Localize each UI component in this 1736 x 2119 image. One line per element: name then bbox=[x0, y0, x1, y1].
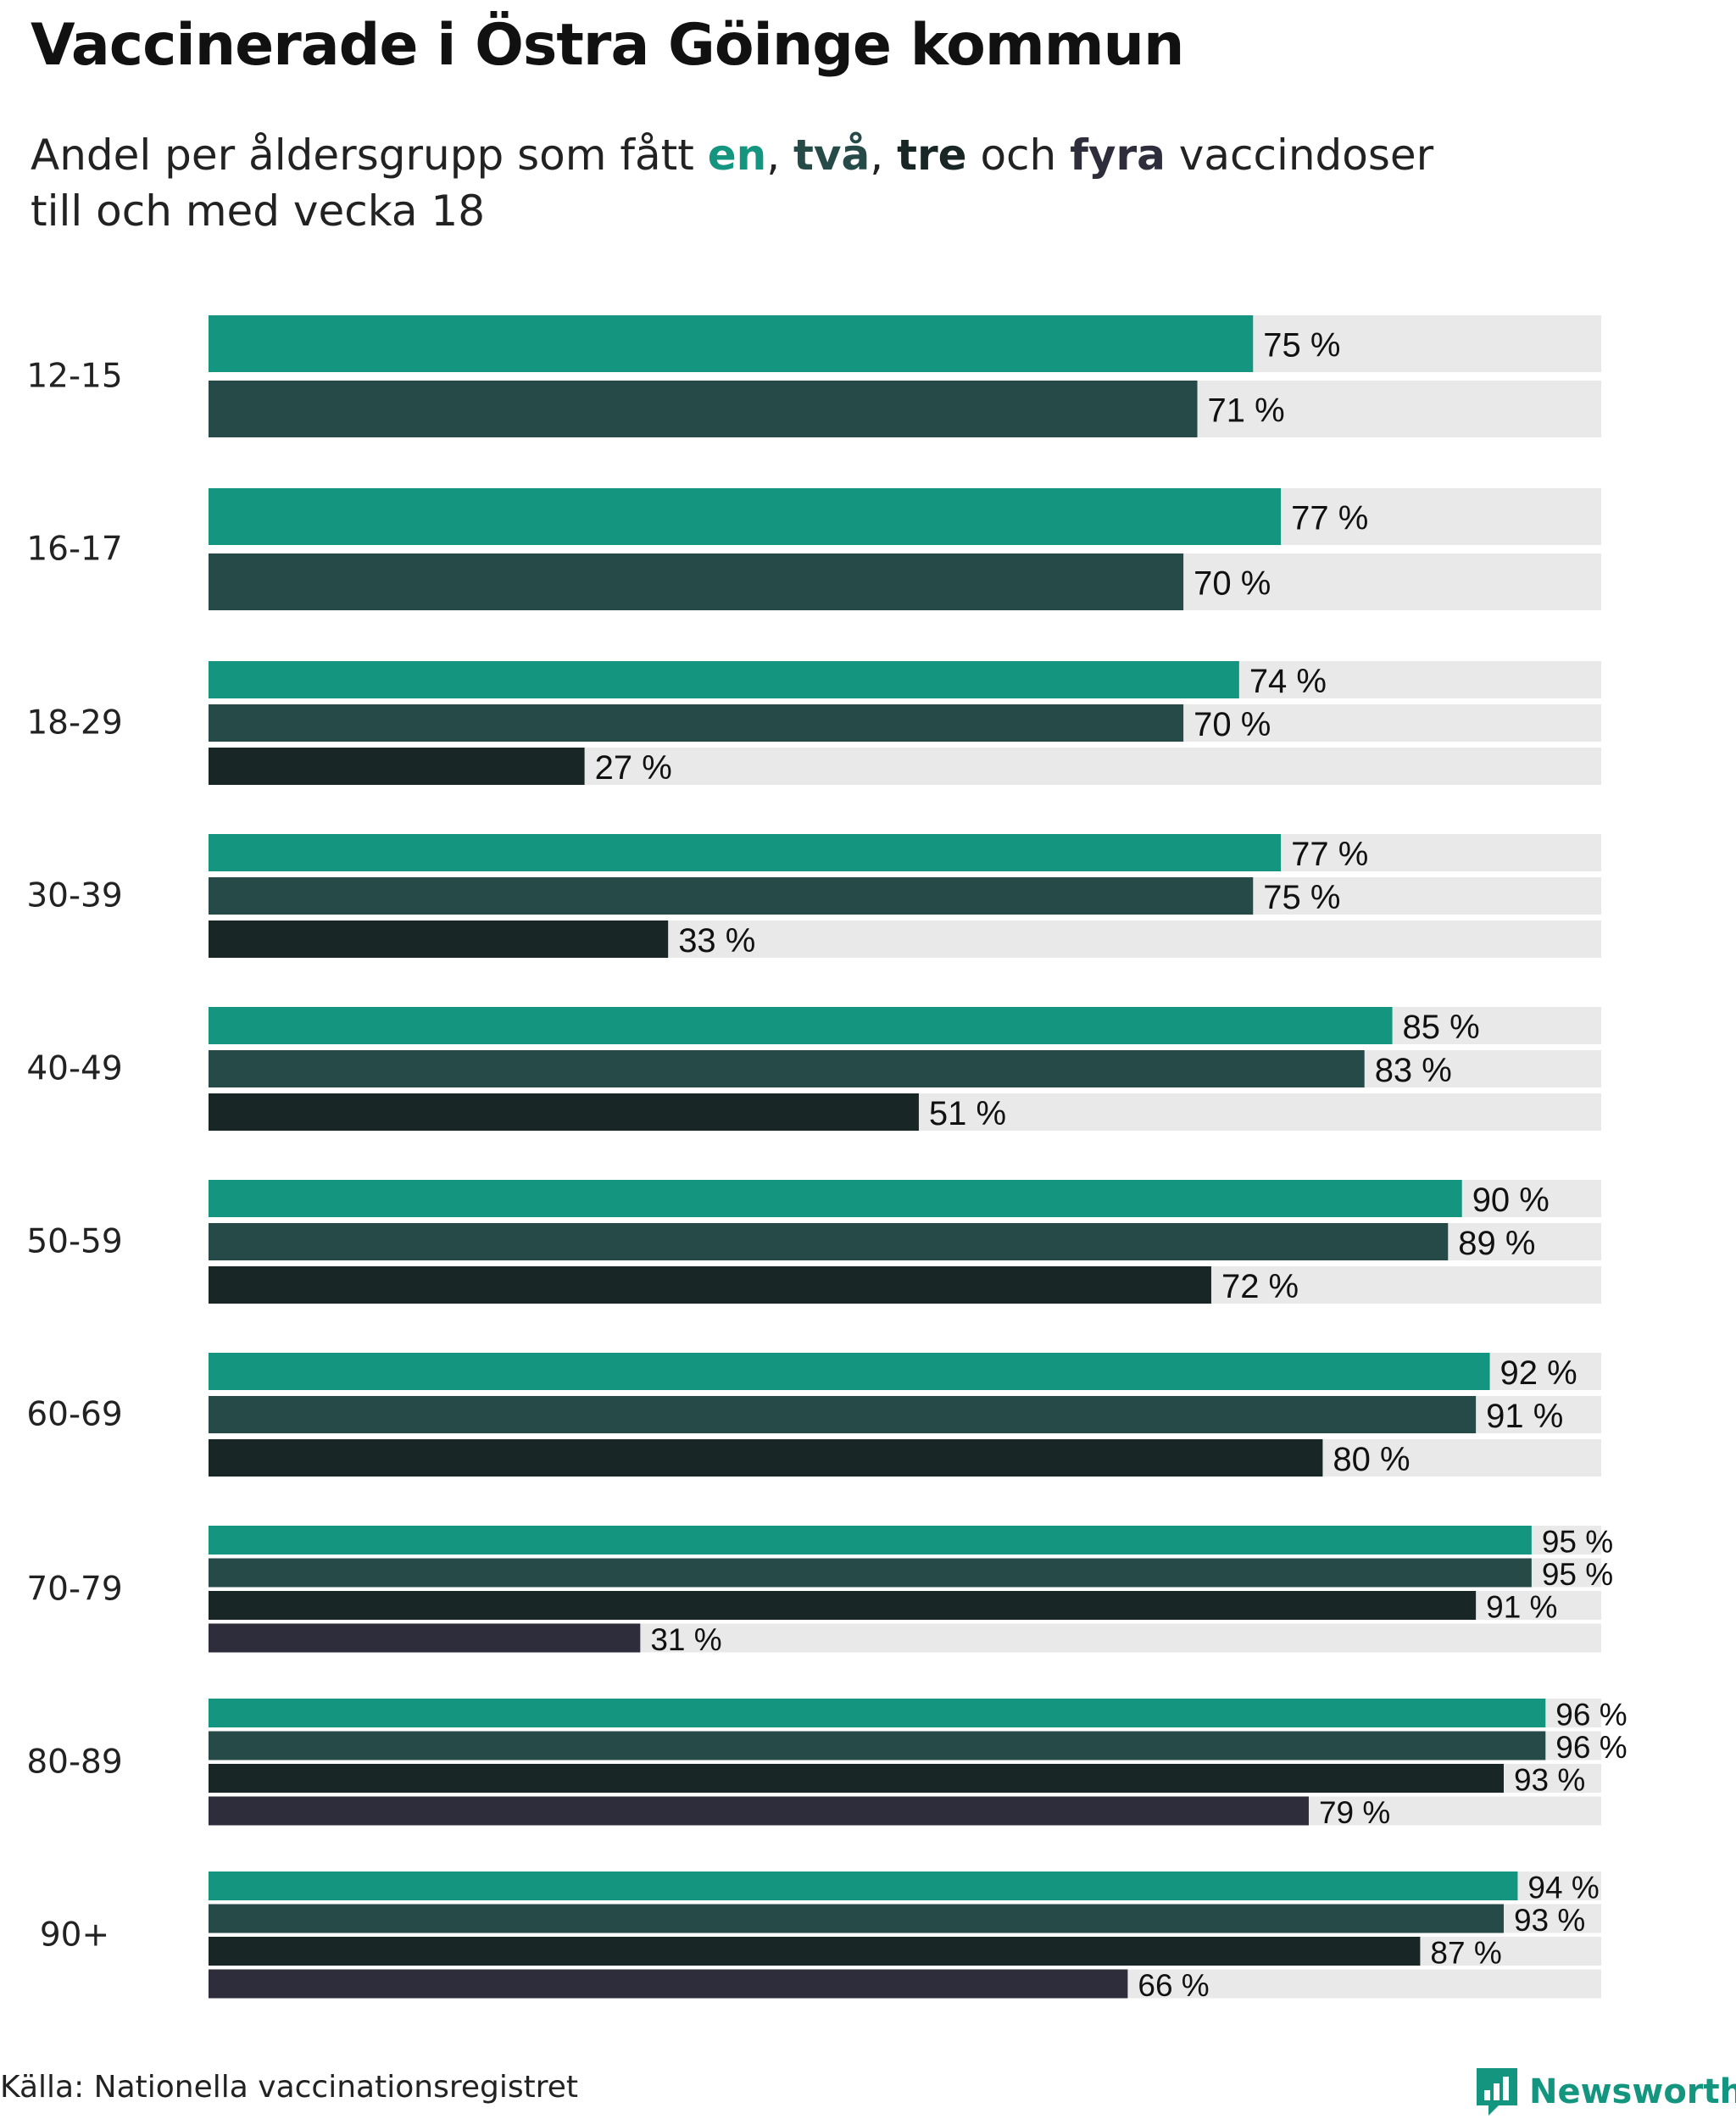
bar-group-50-59: 50-59 90 % 89 % 72 % bbox=[26, 1180, 1601, 1305]
bar-fyra bbox=[209, 1796, 1309, 1826]
bar-tre bbox=[209, 1764, 1504, 1793]
legend-dose-3: tre bbox=[897, 131, 967, 180]
value-label: 85 % bbox=[1403, 1009, 1480, 1046]
bar-två bbox=[209, 381, 1198, 437]
subtitle-mid: och bbox=[966, 131, 1071, 180]
bar-två bbox=[209, 704, 1184, 742]
value-label: 75 % bbox=[1263, 327, 1340, 364]
bar-tre bbox=[209, 748, 585, 785]
bar-group-30-39: 30-39 77 % 75 % 33 % bbox=[26, 834, 1601, 959]
value-label: 33 % bbox=[678, 922, 755, 959]
value-label: 87 % bbox=[1430, 1936, 1501, 1971]
value-label: 70 % bbox=[1194, 706, 1271, 743]
bar-tre bbox=[209, 920, 669, 958]
value-label: 75 % bbox=[1263, 879, 1340, 916]
category-label: 60-69 bbox=[26, 1396, 122, 1434]
bar-group-18-29: 18-29 74 % 70 % 27 % bbox=[26, 661, 1601, 787]
category-label: 18-29 bbox=[26, 704, 122, 742]
bar-tre bbox=[209, 1439, 1323, 1477]
bar-två bbox=[209, 1223, 1449, 1260]
value-label: 83 % bbox=[1375, 1052, 1452, 1089]
bar-två bbox=[209, 1396, 1477, 1433]
newsworthy-logo-icon bbox=[1477, 2068, 1517, 2116]
value-label: 93 % bbox=[1514, 1903, 1585, 1938]
bar-group-60-69: 60-69 92 % 91 % 80 % bbox=[26, 1353, 1601, 1478]
legend-dose-4: fyra bbox=[1070, 131, 1166, 180]
bar-tre bbox=[209, 1591, 1477, 1620]
bar-group-16-17: 16-17 77 % 70 % bbox=[26, 488, 1601, 610]
bar-tre bbox=[209, 1266, 1211, 1304]
bar-group-40-49: 40-49 85 % 83 % 51 % bbox=[26, 1007, 1601, 1132]
bar-två bbox=[209, 553, 1184, 610]
value-label: 79 % bbox=[1319, 1795, 1390, 1830]
bar-en bbox=[209, 1526, 1532, 1554]
bar-fyra bbox=[209, 1623, 641, 1653]
value-label: 91 % bbox=[1486, 1590, 1557, 1625]
category-label: 30-39 bbox=[26, 877, 122, 915]
bar-två bbox=[209, 1050, 1365, 1087]
category-label: 16-17 bbox=[26, 531, 122, 569]
bar-två bbox=[209, 1558, 1532, 1588]
subtitle-suffix: vaccindoser bbox=[1165, 131, 1434, 180]
category-label: 50-59 bbox=[26, 1223, 122, 1261]
value-label: 96 % bbox=[1555, 1730, 1627, 1765]
bar-en bbox=[209, 488, 1282, 545]
value-label: 77 % bbox=[1291, 836, 1368, 873]
legend-dose-2: två bbox=[793, 131, 871, 180]
brand-logo: Newsworthy bbox=[1477, 2065, 1736, 2119]
value-label: 89 % bbox=[1458, 1225, 1535, 1262]
value-label: 91 % bbox=[1486, 1398, 1563, 1435]
legend-dose-1: en bbox=[707, 131, 767, 180]
value-label: 77 % bbox=[1291, 500, 1368, 537]
bar-group-90+: 90+ 94 %93 % 87 % 66 % bbox=[40, 1871, 1601, 2003]
subtitle-sep-1: , bbox=[766, 131, 794, 180]
value-label: 90 % bbox=[1472, 1182, 1550, 1219]
subtitle-prefix: Andel per åldersgrupp som fått bbox=[31, 131, 708, 180]
bar-fyra bbox=[209, 1969, 1128, 1999]
category-label: 40-49 bbox=[26, 1050, 122, 1088]
value-label: 31 % bbox=[650, 1622, 721, 1657]
bar-en bbox=[209, 1872, 1518, 1900]
value-label: 95 % bbox=[1542, 1525, 1613, 1560]
subtitle-sep-2: , bbox=[870, 131, 898, 180]
bar-tre bbox=[209, 1093, 919, 1131]
bar-tre bbox=[209, 1937, 1421, 1966]
value-label: 96 % bbox=[1555, 1698, 1627, 1732]
chart-subtitle: Andel per åldersgrupp som fått en, två, … bbox=[31, 127, 1641, 239]
bar-en bbox=[209, 1007, 1393, 1044]
category-label: 12-15 bbox=[26, 358, 122, 396]
brand-name: Newsworthy bbox=[1529, 2072, 1736, 2111]
value-label: 74 % bbox=[1249, 663, 1327, 700]
bar-en bbox=[209, 1180, 1462, 1217]
value-label: 80 % bbox=[1333, 1441, 1410, 1478]
bar-en bbox=[209, 1699, 1546, 1727]
category-label: 80-89 bbox=[26, 1743, 122, 1781]
value-label: 93 % bbox=[1514, 1763, 1585, 1798]
bar-group-12-15: 12-15 75 % 71 % bbox=[26, 315, 1601, 437]
bar-en bbox=[209, 315, 1254, 372]
value-label: 27 % bbox=[595, 749, 672, 787]
bar-en bbox=[209, 661, 1239, 698]
value-label: 70 % bbox=[1194, 565, 1271, 603]
bar-två bbox=[209, 877, 1254, 915]
value-label: 95 % bbox=[1542, 1557, 1613, 1592]
subtitle-line-2: till och med vecka 18 bbox=[31, 186, 486, 236]
category-label: 70-79 bbox=[26, 1570, 122, 1608]
value-label: 71 % bbox=[1208, 392, 1285, 430]
chart-title: Vaccinerade i Östra Göinge kommun bbox=[31, 12, 1184, 79]
category-label: 90+ bbox=[40, 1916, 109, 1954]
bar-två bbox=[209, 1731, 1546, 1760]
value-label: 72 % bbox=[1221, 1268, 1299, 1305]
value-label: 92 % bbox=[1500, 1354, 1577, 1392]
value-label: 66 % bbox=[1138, 1968, 1209, 2003]
source-note: Källa: Nationella vaccinationsregistret bbox=[0, 2070, 578, 2105]
value-label: 94 % bbox=[1527, 1871, 1599, 1905]
bar-två bbox=[209, 1904, 1504, 1933]
bar-en bbox=[209, 834, 1282, 871]
value-label: 51 % bbox=[929, 1095, 1006, 1132]
bar-en bbox=[209, 1353, 1490, 1390]
